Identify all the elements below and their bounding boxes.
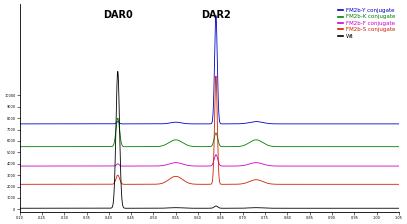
- Legend: FM2b-Y conjugate, FM2b-K conjugate, FM2b-F conjugate, FM2b-S conjugate, Wt: FM2b-Y conjugate, FM2b-K conjugate, FM2b…: [337, 7, 396, 40]
- Text: DAR2: DAR2: [201, 10, 231, 20]
- Text: DAR0: DAR0: [103, 10, 133, 20]
